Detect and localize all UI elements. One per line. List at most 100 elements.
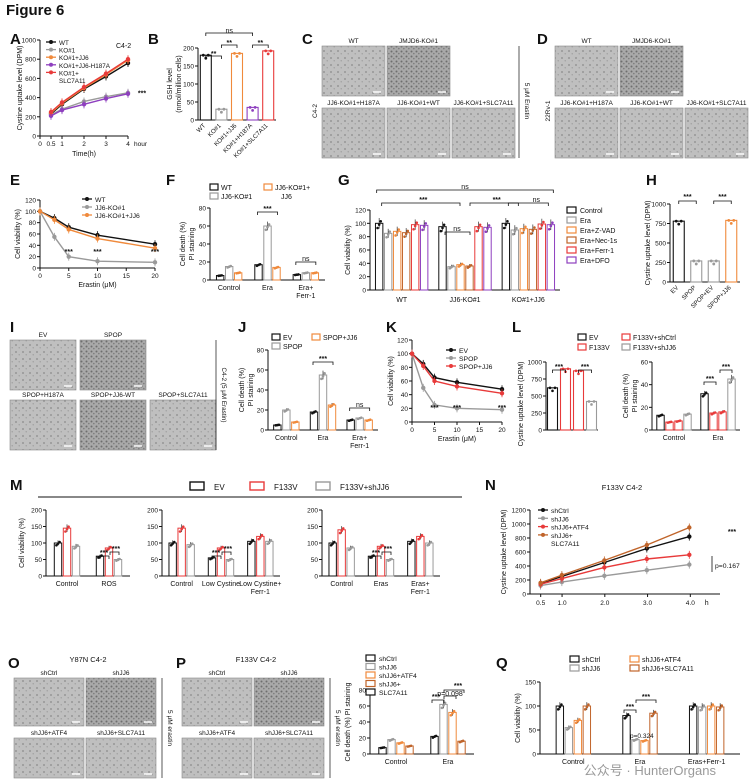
h-bar: [690, 260, 703, 283]
m1-bar: [168, 542, 177, 577]
l1-bar: [546, 387, 559, 431]
m0-dot: [67, 525, 70, 529]
panel-label: I: [10, 319, 14, 336]
g-dot: [386, 233, 390, 236]
g-bar: [501, 222, 511, 291]
sig-bracket: [205, 32, 254, 36]
panel-label: L: [512, 319, 521, 336]
l2-y-tick-label: 0: [644, 428, 648, 435]
legend-swatch: [629, 664, 640, 672]
l2-bar: [683, 413, 692, 431]
micrograph-label: JMJD6-KO#1: [632, 38, 671, 45]
significance-label: ***: [722, 364, 730, 371]
micrograph-label: JJ6-KO#1+H187A: [560, 100, 613, 107]
g-y-tick-label: 20: [359, 274, 367, 281]
j-dot: [321, 374, 325, 378]
legend-marker: [49, 47, 53, 52]
h-bar: [672, 220, 685, 283]
j-dot: [350, 418, 354, 422]
l1-dot: [587, 400, 591, 403]
g-dot: [531, 229, 535, 232]
g-dot: [388, 230, 392, 233]
q-bar: [688, 705, 698, 755]
m2-dot: [340, 529, 343, 533]
legend-label: SPOP+JJ6: [323, 335, 358, 342]
e-y-tick-label: 20: [29, 254, 37, 261]
micrograph: [619, 45, 684, 97]
legend-label: JJ6-KO#1: [221, 194, 252, 201]
g-dot: [403, 235, 406, 238]
legend-swatch: [365, 662, 376, 671]
legend-label: EV: [459, 348, 469, 355]
n-title: F133V C4-2: [602, 483, 642, 492]
b-y-tick-label: 150: [183, 64, 194, 71]
a-y-tick-label: 0: [32, 134, 36, 141]
p-dot: [449, 714, 453, 717]
cell-line-side-label: C4-2: [312, 104, 319, 118]
micrograph: [321, 45, 386, 97]
legend-swatch: [365, 654, 376, 662]
micrograph-label: shJJ6: [281, 670, 298, 677]
legend-marker: [449, 348, 453, 352]
significance-label: ***: [555, 364, 563, 371]
q-dot: [709, 705, 713, 709]
n-data-point: [644, 556, 650, 562]
significance-label: ns: [461, 184, 469, 191]
j-bar: [309, 411, 319, 431]
sig-bracket: [703, 381, 717, 385]
q-bar: [715, 706, 725, 755]
g-bar: [410, 224, 420, 291]
q-bar: [697, 706, 707, 755]
sig-bracket: [99, 555, 110, 559]
p-dot: [409, 744, 413, 748]
micrograph-label: JJ6-KO#1+WT: [630, 100, 673, 107]
m2-bar: [328, 542, 337, 577]
legend-label: EV: [214, 483, 225, 492]
significance-label: ***: [432, 694, 440, 701]
g-y-tick-label: 0: [362, 288, 366, 295]
n-x-tick-label: 2.0: [600, 600, 609, 607]
f-bar: [224, 266, 234, 281]
q-dot: [652, 712, 655, 716]
sig-bracket: [205, 55, 222, 59]
legend-label: JJ6: [281, 194, 292, 201]
l1-dot: [590, 403, 593, 406]
m-group-label: Ferr-1: [251, 589, 270, 596]
g-dot: [442, 223, 446, 227]
p-dot: [382, 746, 386, 749]
l2-dot: [703, 393, 706, 396]
q-dot: [650, 714, 654, 718]
micrograph: [13, 677, 85, 727]
q-dot: [720, 704, 724, 707]
e-data-point: [95, 259, 100, 264]
sig-bracket: [623, 709, 637, 713]
panel-label: J: [238, 319, 246, 336]
legend-label: Era+Z-VAD: [580, 228, 615, 235]
m2-dot: [408, 542, 412, 546]
l2-group-label: Era: [713, 435, 724, 442]
k-y-tick-label: 60: [401, 379, 409, 386]
k-x-tick-label: 5: [433, 427, 437, 434]
l1-dot: [561, 367, 565, 371]
m2-dot: [390, 557, 393, 561]
legend-swatch: [569, 655, 580, 663]
m2-bar: [337, 529, 346, 577]
m2-y-tick-label: 0: [314, 574, 318, 581]
a-x-tick-label: 1: [60, 141, 64, 148]
legend-label: shCtrl: [582, 657, 601, 664]
p-y-tick-label: 80: [359, 688, 367, 695]
m1-dot: [269, 539, 273, 542]
legend-label: KO#1: [59, 48, 76, 55]
g-dot: [421, 228, 424, 232]
g-bar: [456, 264, 465, 291]
significance-label: ns: [225, 28, 233, 35]
legend-label: KO#1+JJ6-H187A: [59, 63, 111, 70]
l1-dot: [577, 372, 580, 376]
p-bar: [448, 711, 457, 755]
h-dot: [677, 222, 681, 226]
g-dot: [524, 225, 527, 229]
h-dot: [712, 262, 716, 266]
panel-label: F: [166, 172, 175, 189]
h-y-axis-label: Cystine uptake level (DPM): [645, 201, 652, 286]
n-y-tick-label: 1000: [512, 522, 527, 529]
